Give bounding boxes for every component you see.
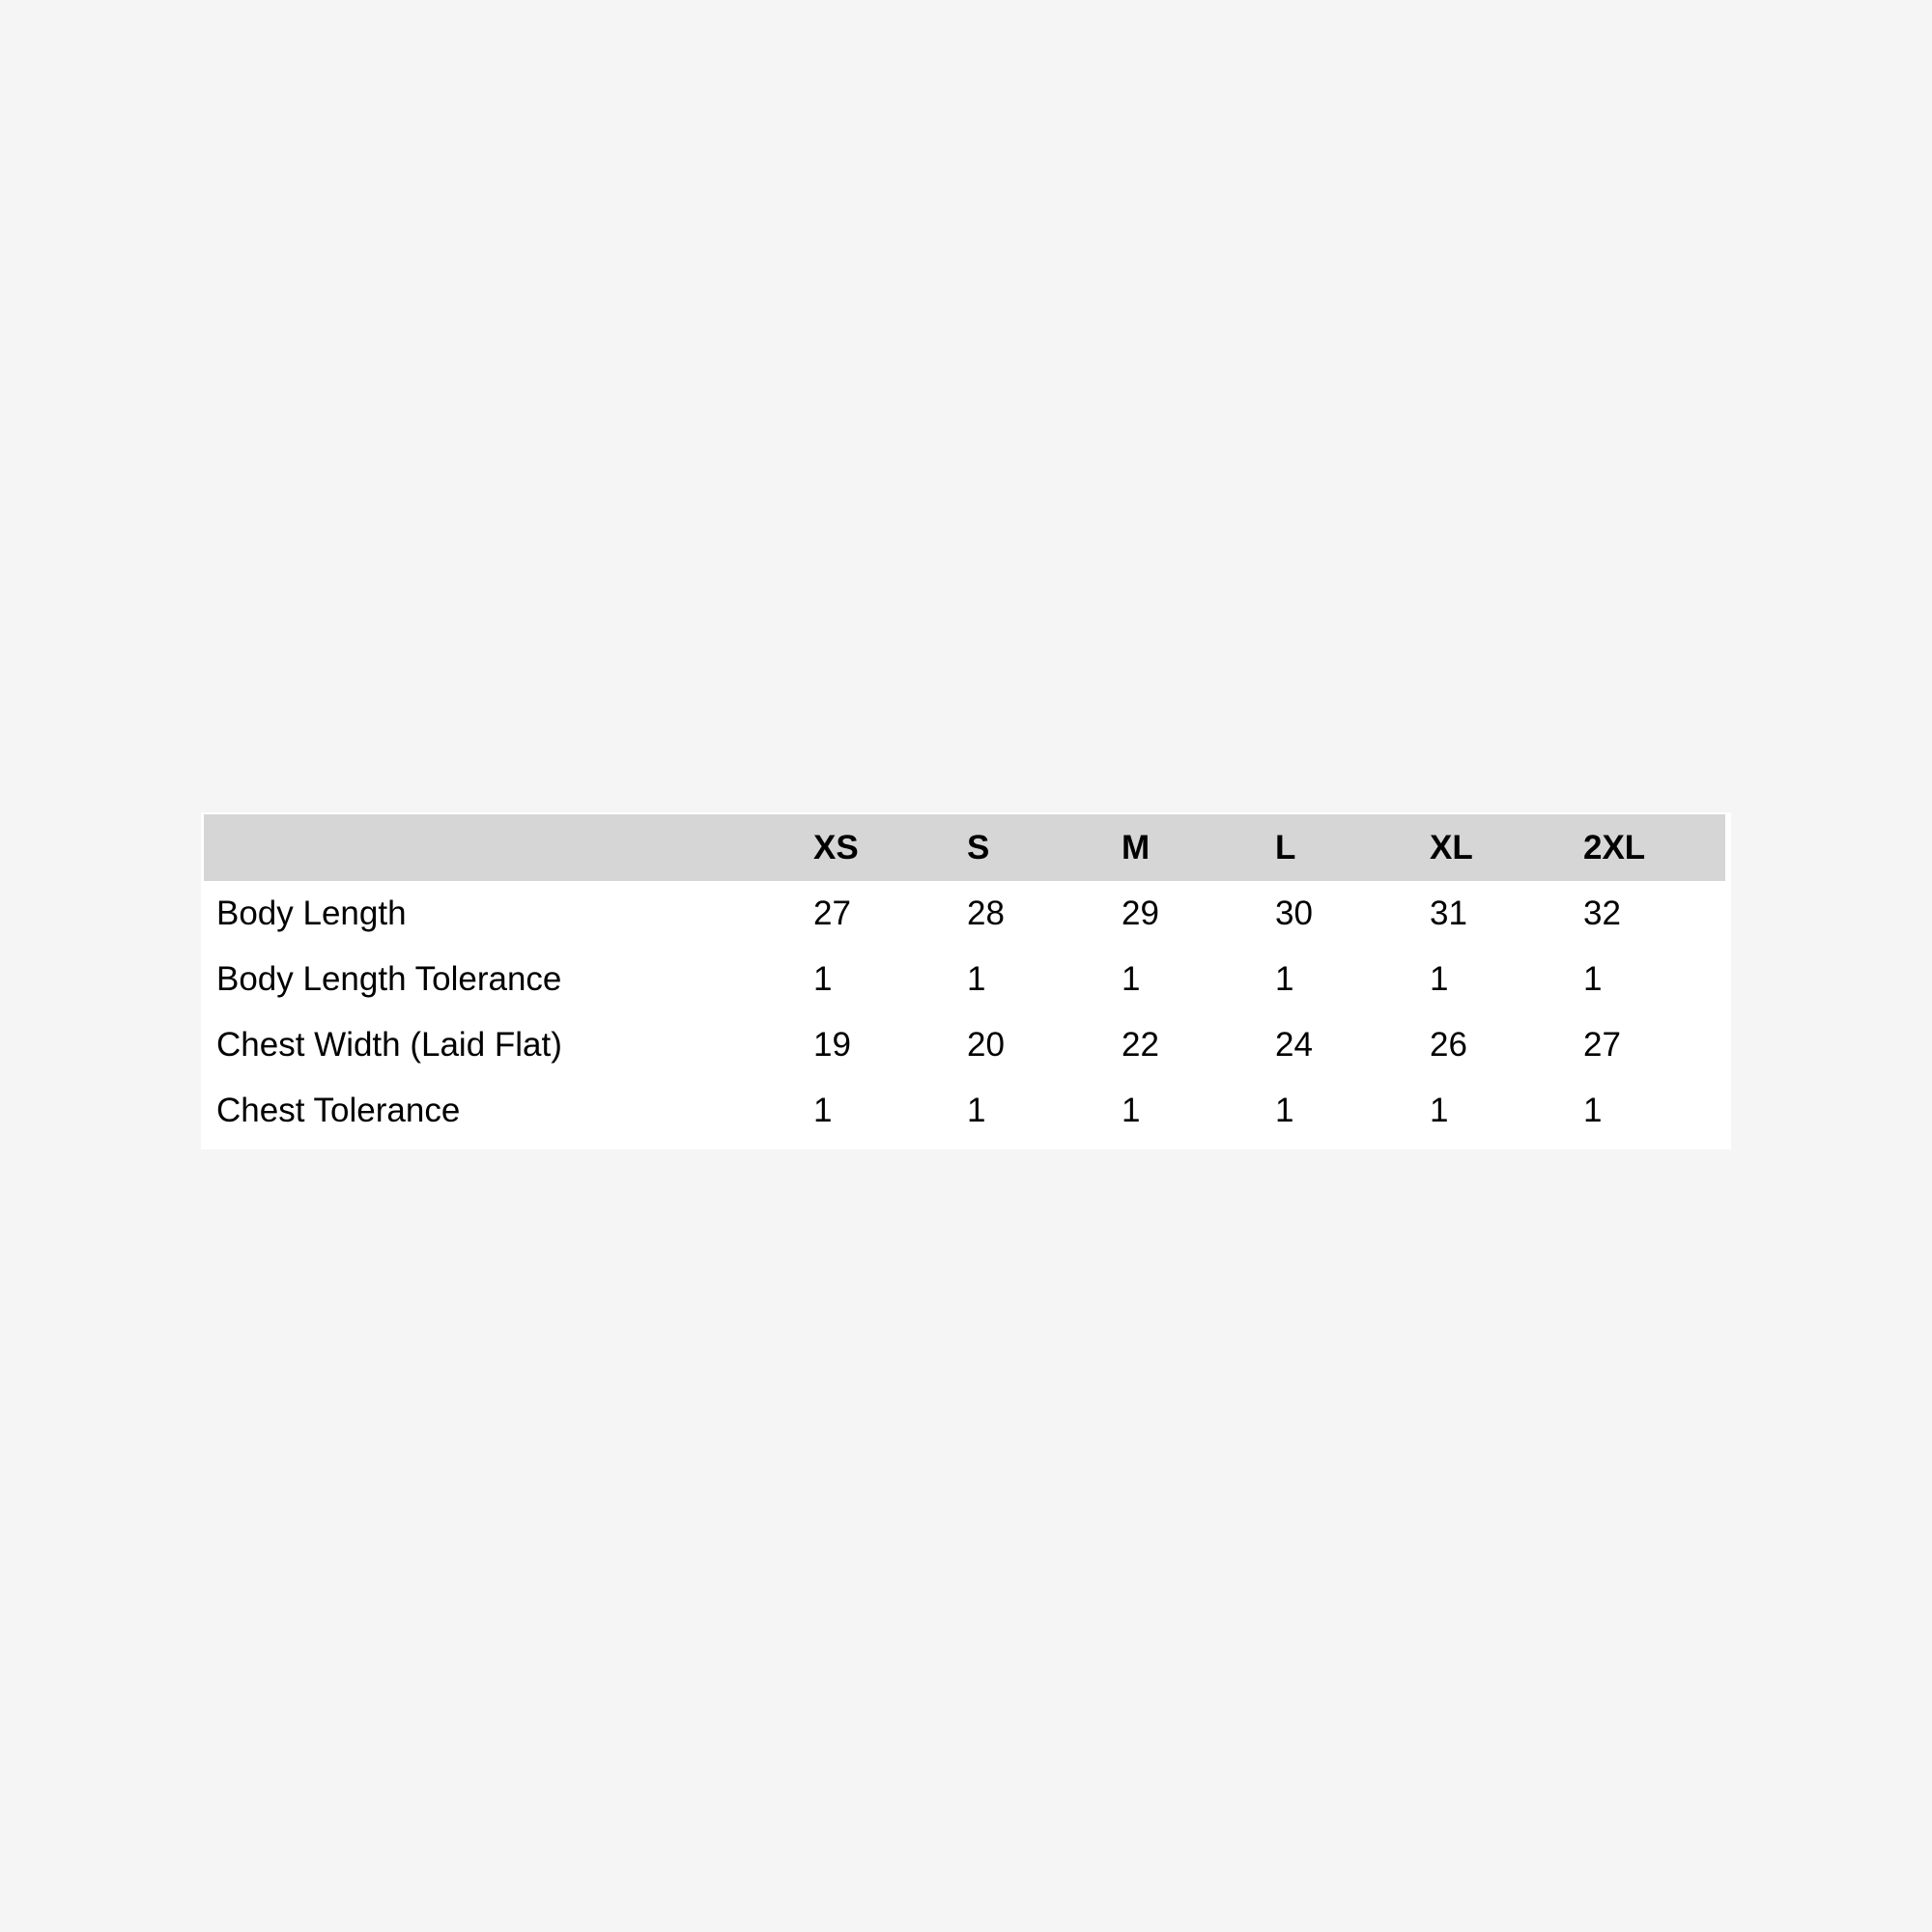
cell-value: 1 xyxy=(1430,960,1449,998)
cell-value: 1 xyxy=(1275,960,1294,998)
table-header-row xyxy=(204,814,1725,881)
cell-value: 27 xyxy=(1583,1026,1621,1064)
column-header-s: S xyxy=(967,829,990,867)
cell-value: 1 xyxy=(967,1092,986,1129)
cell-value: 20 xyxy=(967,1026,1005,1064)
column-header-2xl: 2XL xyxy=(1583,829,1646,867)
table-row: Chest Width (Laid Flat) 19 20 22 24 26 27 xyxy=(201,1012,1731,1078)
cell-value: 1 xyxy=(1122,960,1141,998)
cell-value: 27 xyxy=(813,895,851,932)
cell-value: 1 xyxy=(1122,1092,1141,1129)
cell-value: 1 xyxy=(1430,1092,1449,1129)
table-row: Chest Tolerance 1 1 1 1 1 1 xyxy=(201,1078,1731,1144)
cell-value: 28 xyxy=(967,895,1005,932)
cell-value: 26 xyxy=(1430,1026,1467,1064)
cell-value: 1 xyxy=(813,960,833,998)
cell-value: 1 xyxy=(813,1092,833,1129)
cell-value: 29 xyxy=(1122,895,1159,932)
table-row: Body Length Tolerance 1 1 1 1 1 1 xyxy=(201,947,1731,1012)
cell-value: 19 xyxy=(813,1026,851,1064)
column-header-m: M xyxy=(1122,829,1151,867)
table-row: Body Length 27 28 29 30 31 32 xyxy=(201,881,1731,947)
column-header-l: L xyxy=(1275,829,1296,867)
cell-value: 31 xyxy=(1430,895,1467,932)
size-chart-table: XS S M L XL 2XL Body Length 27 28 29 30 31 32 Body Le… xyxy=(201,812,1731,1150)
row-label: Body Length xyxy=(216,895,407,932)
cell-value: 22 xyxy=(1122,1026,1159,1064)
column-header-xs: XS xyxy=(813,829,859,867)
cell-value: 24 xyxy=(1275,1026,1313,1064)
row-label: Chest Width (Laid Flat) xyxy=(216,1026,562,1064)
row-label: Body Length Tolerance xyxy=(216,960,562,998)
column-header-xl: XL xyxy=(1430,829,1473,867)
cell-value: 1 xyxy=(967,960,986,998)
cell-value: 1 xyxy=(1275,1092,1294,1129)
row-label: Chest Tolerance xyxy=(216,1092,461,1129)
cell-value: 1 xyxy=(1583,1092,1603,1129)
cell-value: 1 xyxy=(1583,960,1603,998)
cell-value: 32 xyxy=(1583,895,1621,932)
cell-value: 30 xyxy=(1275,895,1313,932)
